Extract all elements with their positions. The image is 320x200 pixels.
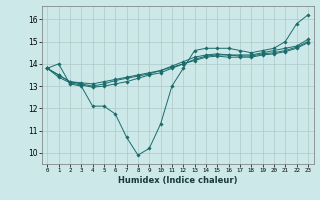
X-axis label: Humidex (Indice chaleur): Humidex (Indice chaleur) xyxy=(118,176,237,185)
